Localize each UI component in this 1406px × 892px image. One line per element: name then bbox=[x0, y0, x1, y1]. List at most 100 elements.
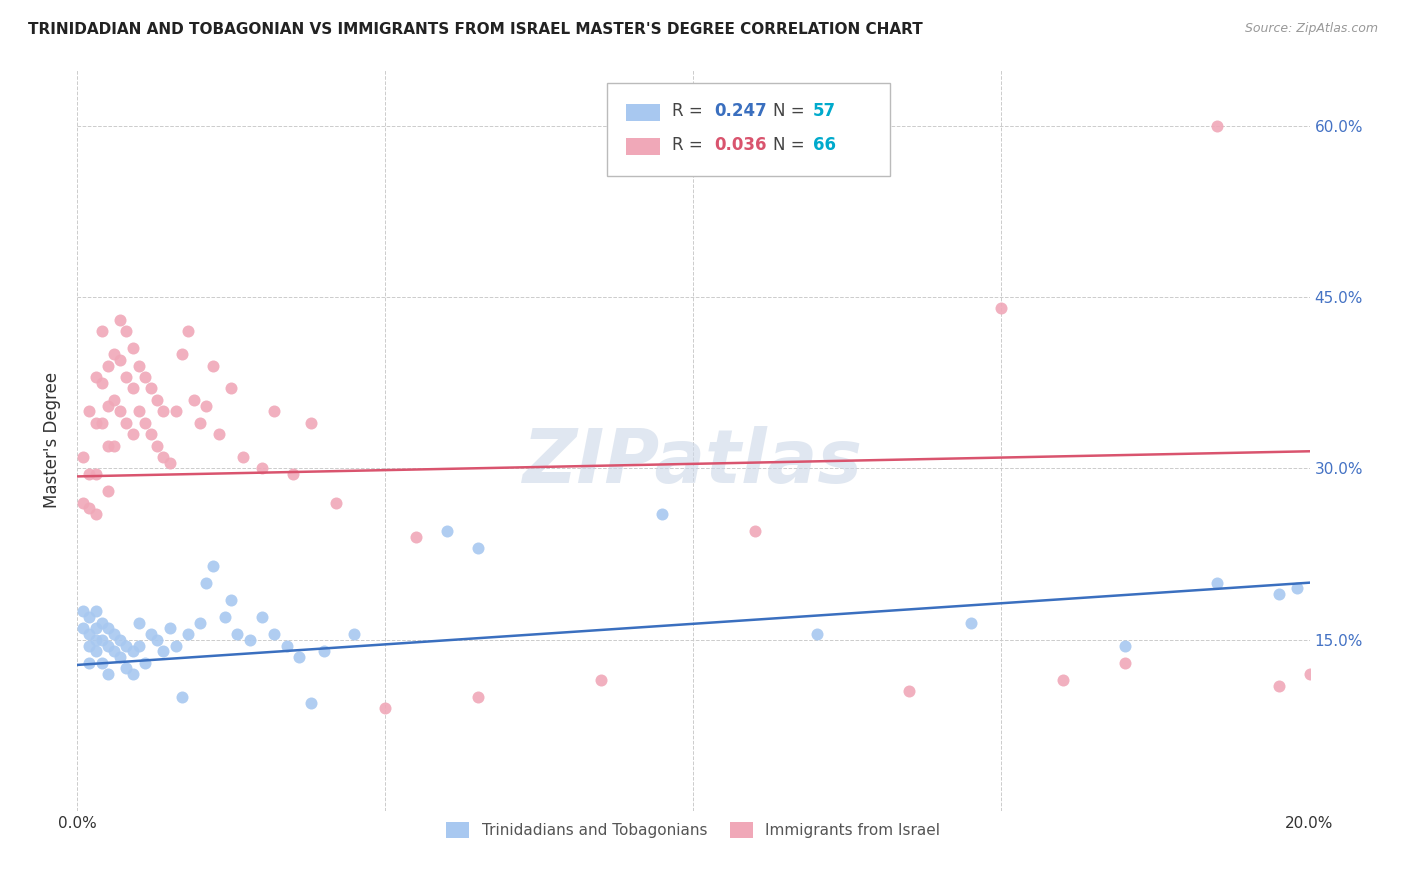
Point bbox=[72, 450, 94, 464]
Point bbox=[146, 439, 169, 453]
Point bbox=[103, 347, 125, 361]
Text: 57: 57 bbox=[813, 102, 837, 120]
Point bbox=[115, 370, 138, 384]
Point bbox=[263, 627, 285, 641]
Point bbox=[146, 392, 169, 407]
Point bbox=[139, 627, 162, 641]
Point bbox=[128, 639, 150, 653]
Point bbox=[183, 392, 205, 407]
Point bbox=[1298, 667, 1320, 681]
Point bbox=[90, 656, 112, 670]
Point bbox=[115, 324, 138, 338]
Point bbox=[201, 558, 224, 573]
Point bbox=[374, 701, 396, 715]
Point bbox=[134, 370, 156, 384]
Point bbox=[250, 461, 273, 475]
Point bbox=[1114, 656, 1136, 670]
Point bbox=[115, 661, 138, 675]
Text: R =: R = bbox=[672, 136, 709, 154]
Point bbox=[343, 627, 366, 641]
Point bbox=[121, 644, 143, 658]
Point bbox=[110, 632, 132, 647]
FancyBboxPatch shape bbox=[607, 83, 890, 177]
Point bbox=[159, 621, 181, 635]
Text: R =: R = bbox=[672, 102, 709, 120]
Point bbox=[97, 359, 120, 373]
Point bbox=[219, 381, 242, 395]
Point bbox=[208, 427, 231, 442]
Point bbox=[214, 610, 236, 624]
Point bbox=[467, 690, 489, 704]
FancyBboxPatch shape bbox=[626, 138, 659, 154]
Point bbox=[744, 524, 766, 539]
Point bbox=[1114, 639, 1136, 653]
Point bbox=[79, 656, 101, 670]
Point bbox=[299, 696, 322, 710]
Point bbox=[195, 399, 218, 413]
Point bbox=[115, 639, 138, 653]
Text: 0.247: 0.247 bbox=[714, 102, 768, 120]
Point bbox=[72, 604, 94, 618]
Point bbox=[1267, 587, 1289, 601]
Point bbox=[226, 627, 249, 641]
Point bbox=[959, 615, 981, 630]
Point bbox=[97, 439, 120, 453]
Point bbox=[79, 639, 101, 653]
Point bbox=[589, 673, 612, 687]
Point bbox=[201, 359, 224, 373]
Point bbox=[97, 484, 120, 499]
Text: N =: N = bbox=[773, 136, 810, 154]
Point bbox=[110, 313, 132, 327]
Point bbox=[103, 627, 125, 641]
Point bbox=[110, 649, 132, 664]
Point bbox=[84, 507, 107, 521]
Point bbox=[128, 615, 150, 630]
Point bbox=[121, 667, 143, 681]
Point bbox=[990, 301, 1012, 316]
Point bbox=[1267, 678, 1289, 692]
Point bbox=[651, 507, 673, 521]
Point bbox=[299, 416, 322, 430]
Point bbox=[84, 604, 107, 618]
Point bbox=[325, 496, 347, 510]
Point bbox=[97, 399, 120, 413]
Point bbox=[467, 541, 489, 556]
Point bbox=[276, 639, 298, 653]
Point bbox=[115, 416, 138, 430]
Point bbox=[128, 359, 150, 373]
Point bbox=[288, 649, 311, 664]
Point bbox=[84, 467, 107, 482]
Text: 66: 66 bbox=[813, 136, 835, 154]
Point bbox=[72, 621, 94, 635]
Point bbox=[239, 632, 262, 647]
Point bbox=[219, 592, 242, 607]
Point bbox=[170, 690, 193, 704]
Point bbox=[159, 456, 181, 470]
Point bbox=[84, 416, 107, 430]
Point bbox=[165, 639, 187, 653]
Point bbox=[90, 615, 112, 630]
Point bbox=[436, 524, 458, 539]
Point bbox=[84, 370, 107, 384]
Point bbox=[84, 632, 107, 647]
Point bbox=[139, 427, 162, 442]
Point bbox=[1206, 575, 1229, 590]
Point bbox=[188, 416, 211, 430]
Y-axis label: Master's Degree: Master's Degree bbox=[44, 372, 60, 508]
Point bbox=[152, 404, 174, 418]
Point bbox=[90, 324, 112, 338]
Point bbox=[79, 610, 101, 624]
Point bbox=[128, 404, 150, 418]
Point bbox=[134, 656, 156, 670]
Point bbox=[152, 450, 174, 464]
Point bbox=[84, 621, 107, 635]
Point bbox=[79, 627, 101, 641]
Point bbox=[1206, 119, 1229, 133]
Text: Source: ZipAtlas.com: Source: ZipAtlas.com bbox=[1244, 22, 1378, 36]
Point bbox=[121, 381, 143, 395]
Point bbox=[103, 439, 125, 453]
Point bbox=[90, 376, 112, 390]
Point bbox=[250, 610, 273, 624]
Point bbox=[312, 644, 335, 658]
Point bbox=[177, 627, 200, 641]
